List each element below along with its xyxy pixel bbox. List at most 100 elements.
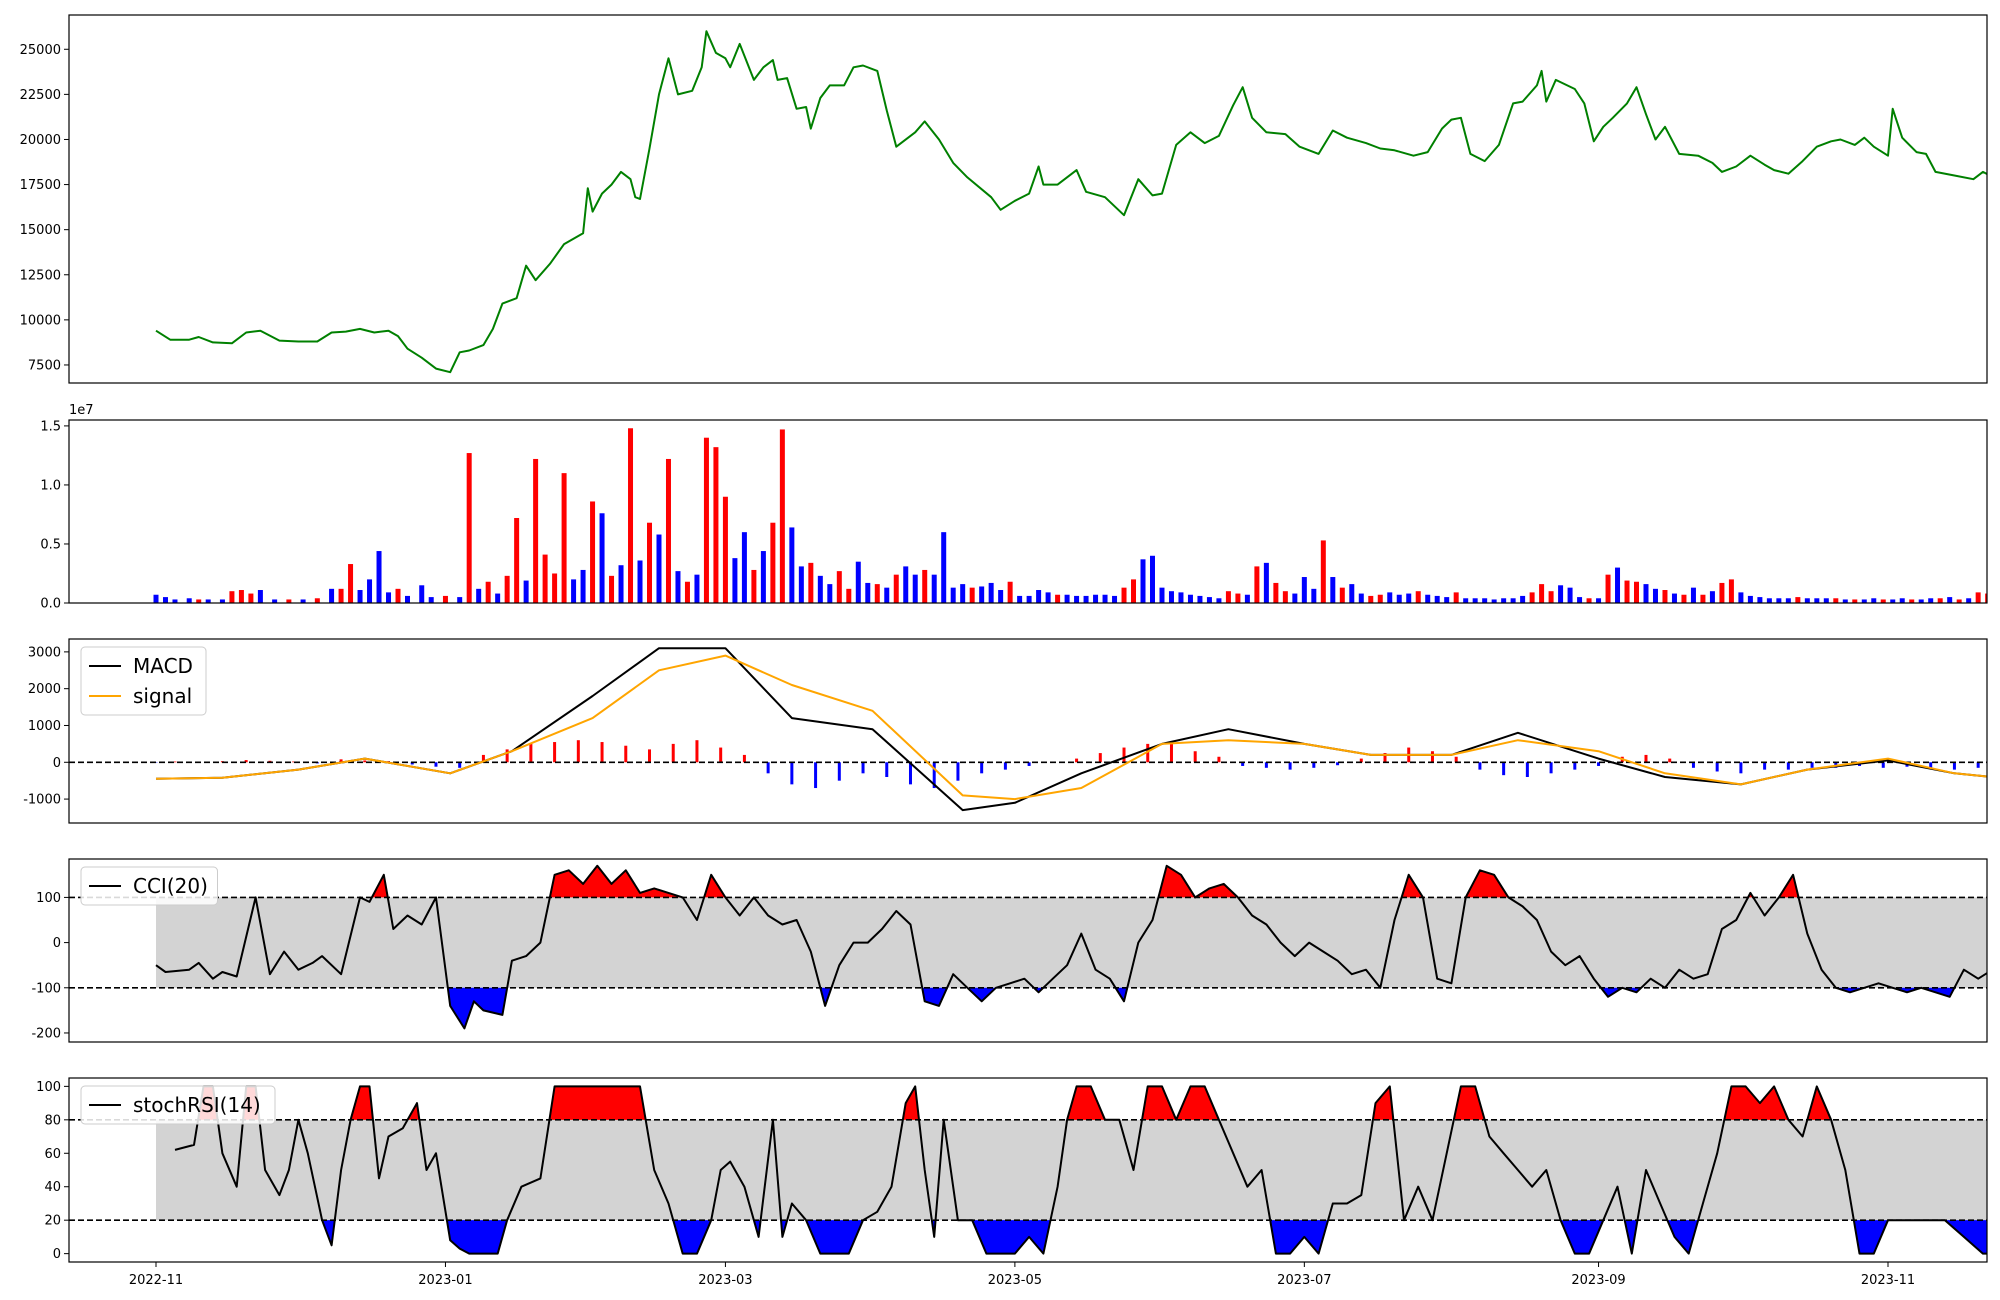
cci-oversold-fill xyxy=(447,987,508,1029)
price-y-tick-label: 20000 xyxy=(20,133,61,148)
volume-bar xyxy=(1615,567,1621,603)
volume-bar xyxy=(1377,594,1383,603)
volume-bar xyxy=(884,587,890,603)
volume-bar xyxy=(357,590,363,603)
cci-oversold-fill xyxy=(1835,987,1865,993)
stochrsi-panel: 0 20 40 60 80 100 stochRSI(14) xyxy=(36,1077,1988,1263)
volume-bar xyxy=(1064,594,1070,603)
volume-bar xyxy=(552,573,558,603)
volume-bar xyxy=(903,566,909,603)
cci-y-tick-label: -200 xyxy=(31,1026,61,1041)
macd-histogram-bar xyxy=(1288,762,1292,770)
macd-series-line-1 xyxy=(155,654,1987,801)
macd-histogram-bar xyxy=(529,743,533,763)
volume-bar xyxy=(1311,588,1317,603)
volume-bar xyxy=(1709,591,1715,603)
volume-bar xyxy=(1918,599,1924,603)
volume-bar xyxy=(1985,593,1987,603)
stochrsi-overbought-fill xyxy=(1807,1086,1832,1120)
volume-bar xyxy=(1282,591,1288,603)
volume-bar xyxy=(637,560,643,603)
volume-bar xyxy=(219,599,225,603)
volume-bar xyxy=(1358,593,1364,603)
volume-bar xyxy=(998,590,1004,603)
macd-histogram-bar xyxy=(1929,762,1933,768)
volume-bar xyxy=(1026,595,1032,603)
volume-bar xyxy=(314,598,320,603)
volume-bar xyxy=(1624,580,1630,603)
volume-axes-frame xyxy=(68,419,1988,604)
x-tick-label: 2022-11 xyxy=(129,1273,183,1288)
macd-histogram-bar xyxy=(1644,754,1648,763)
price-plot-area xyxy=(155,30,1987,374)
volume-bar xyxy=(855,561,861,603)
cci-panel: -200 -100 0 100 CCI(20) xyxy=(31,858,1988,1043)
volume-bar xyxy=(684,581,690,603)
macd-histogram-bar xyxy=(1098,753,1102,763)
volume-bar xyxy=(1349,584,1355,603)
macd-histogram-bar xyxy=(1478,762,1482,770)
macd-histogram-bar xyxy=(1597,762,1601,766)
volume-bar xyxy=(798,566,804,603)
volume-bar xyxy=(1529,592,1535,603)
volume-bar xyxy=(504,575,510,603)
volume-bar xyxy=(1681,594,1687,603)
macd-plot-area xyxy=(69,647,1987,812)
volume-bar xyxy=(1766,598,1772,603)
volume-bar xyxy=(1187,594,1193,603)
stochrsi-overbought-fill xyxy=(350,1086,373,1120)
volume-bar xyxy=(1491,599,1497,603)
macd-histogram-bar xyxy=(1003,762,1007,770)
price-panel: 7500 10000 12500 15000 17500 20000 22500 25000 xyxy=(20,14,1988,384)
volume-bar xyxy=(542,554,548,603)
volume-bar xyxy=(1074,595,1080,603)
volume-bar xyxy=(1975,592,1981,603)
volume-bar xyxy=(1472,598,1478,603)
volume-bar xyxy=(153,594,159,603)
macd-series-line-0 xyxy=(155,647,1987,812)
volume-bar xyxy=(741,532,747,603)
price-y-tick-label: 17500 xyxy=(20,178,61,193)
volume-plot-area xyxy=(153,428,1987,603)
legend-label: MACD xyxy=(133,654,193,678)
macd-histogram-bar xyxy=(719,747,723,763)
macd-histogram-bar xyxy=(1336,762,1340,766)
volume-bar xyxy=(656,534,662,603)
volume-bar xyxy=(722,496,728,603)
macd-histogram-bar xyxy=(576,740,580,763)
price-y-tick-label: 25000 xyxy=(20,43,61,58)
volume-bar xyxy=(1671,593,1677,603)
macd-histogram-bar xyxy=(1169,743,1173,763)
volume-bar xyxy=(1178,592,1184,603)
volume-bar xyxy=(442,595,448,603)
volume-bar xyxy=(779,429,785,603)
volume-bar xyxy=(1263,562,1269,603)
volume-bar xyxy=(1937,598,1943,603)
volume-bar xyxy=(1643,584,1649,603)
macd-histogram-bar xyxy=(1454,756,1458,763)
volume-bar xyxy=(836,571,842,603)
price-series-line-0 xyxy=(155,30,1987,374)
cci-plot-area xyxy=(69,864,1987,1030)
volume-y-tick-label: 0.5 xyxy=(40,537,61,552)
volume-bar xyxy=(1861,599,1867,603)
stochrsi-oversold-fill xyxy=(1624,1220,1638,1254)
volume-bar xyxy=(1301,577,1307,603)
volume-bar xyxy=(1634,581,1640,603)
volume-bar xyxy=(1586,598,1592,603)
macd-histogram-bar xyxy=(1146,743,1150,763)
price-y-tick-label: 12500 xyxy=(20,268,61,283)
macd-histogram-bar xyxy=(1241,762,1245,766)
macd-histogram-bar xyxy=(1359,758,1363,763)
volume-bar xyxy=(1871,598,1877,603)
volume-bar xyxy=(1956,599,1962,603)
volume-bar xyxy=(694,574,700,603)
price-y-tick-label: 22500 xyxy=(20,88,61,103)
stochrsi-legend: stochRSI(14) xyxy=(80,1085,276,1125)
volume-bar xyxy=(162,597,168,603)
volume-bar xyxy=(1899,598,1905,603)
macd-histogram-bar xyxy=(363,760,367,763)
cci-neutral-band xyxy=(156,897,1987,988)
volume-bar xyxy=(931,574,937,603)
volume-bar xyxy=(495,593,501,603)
